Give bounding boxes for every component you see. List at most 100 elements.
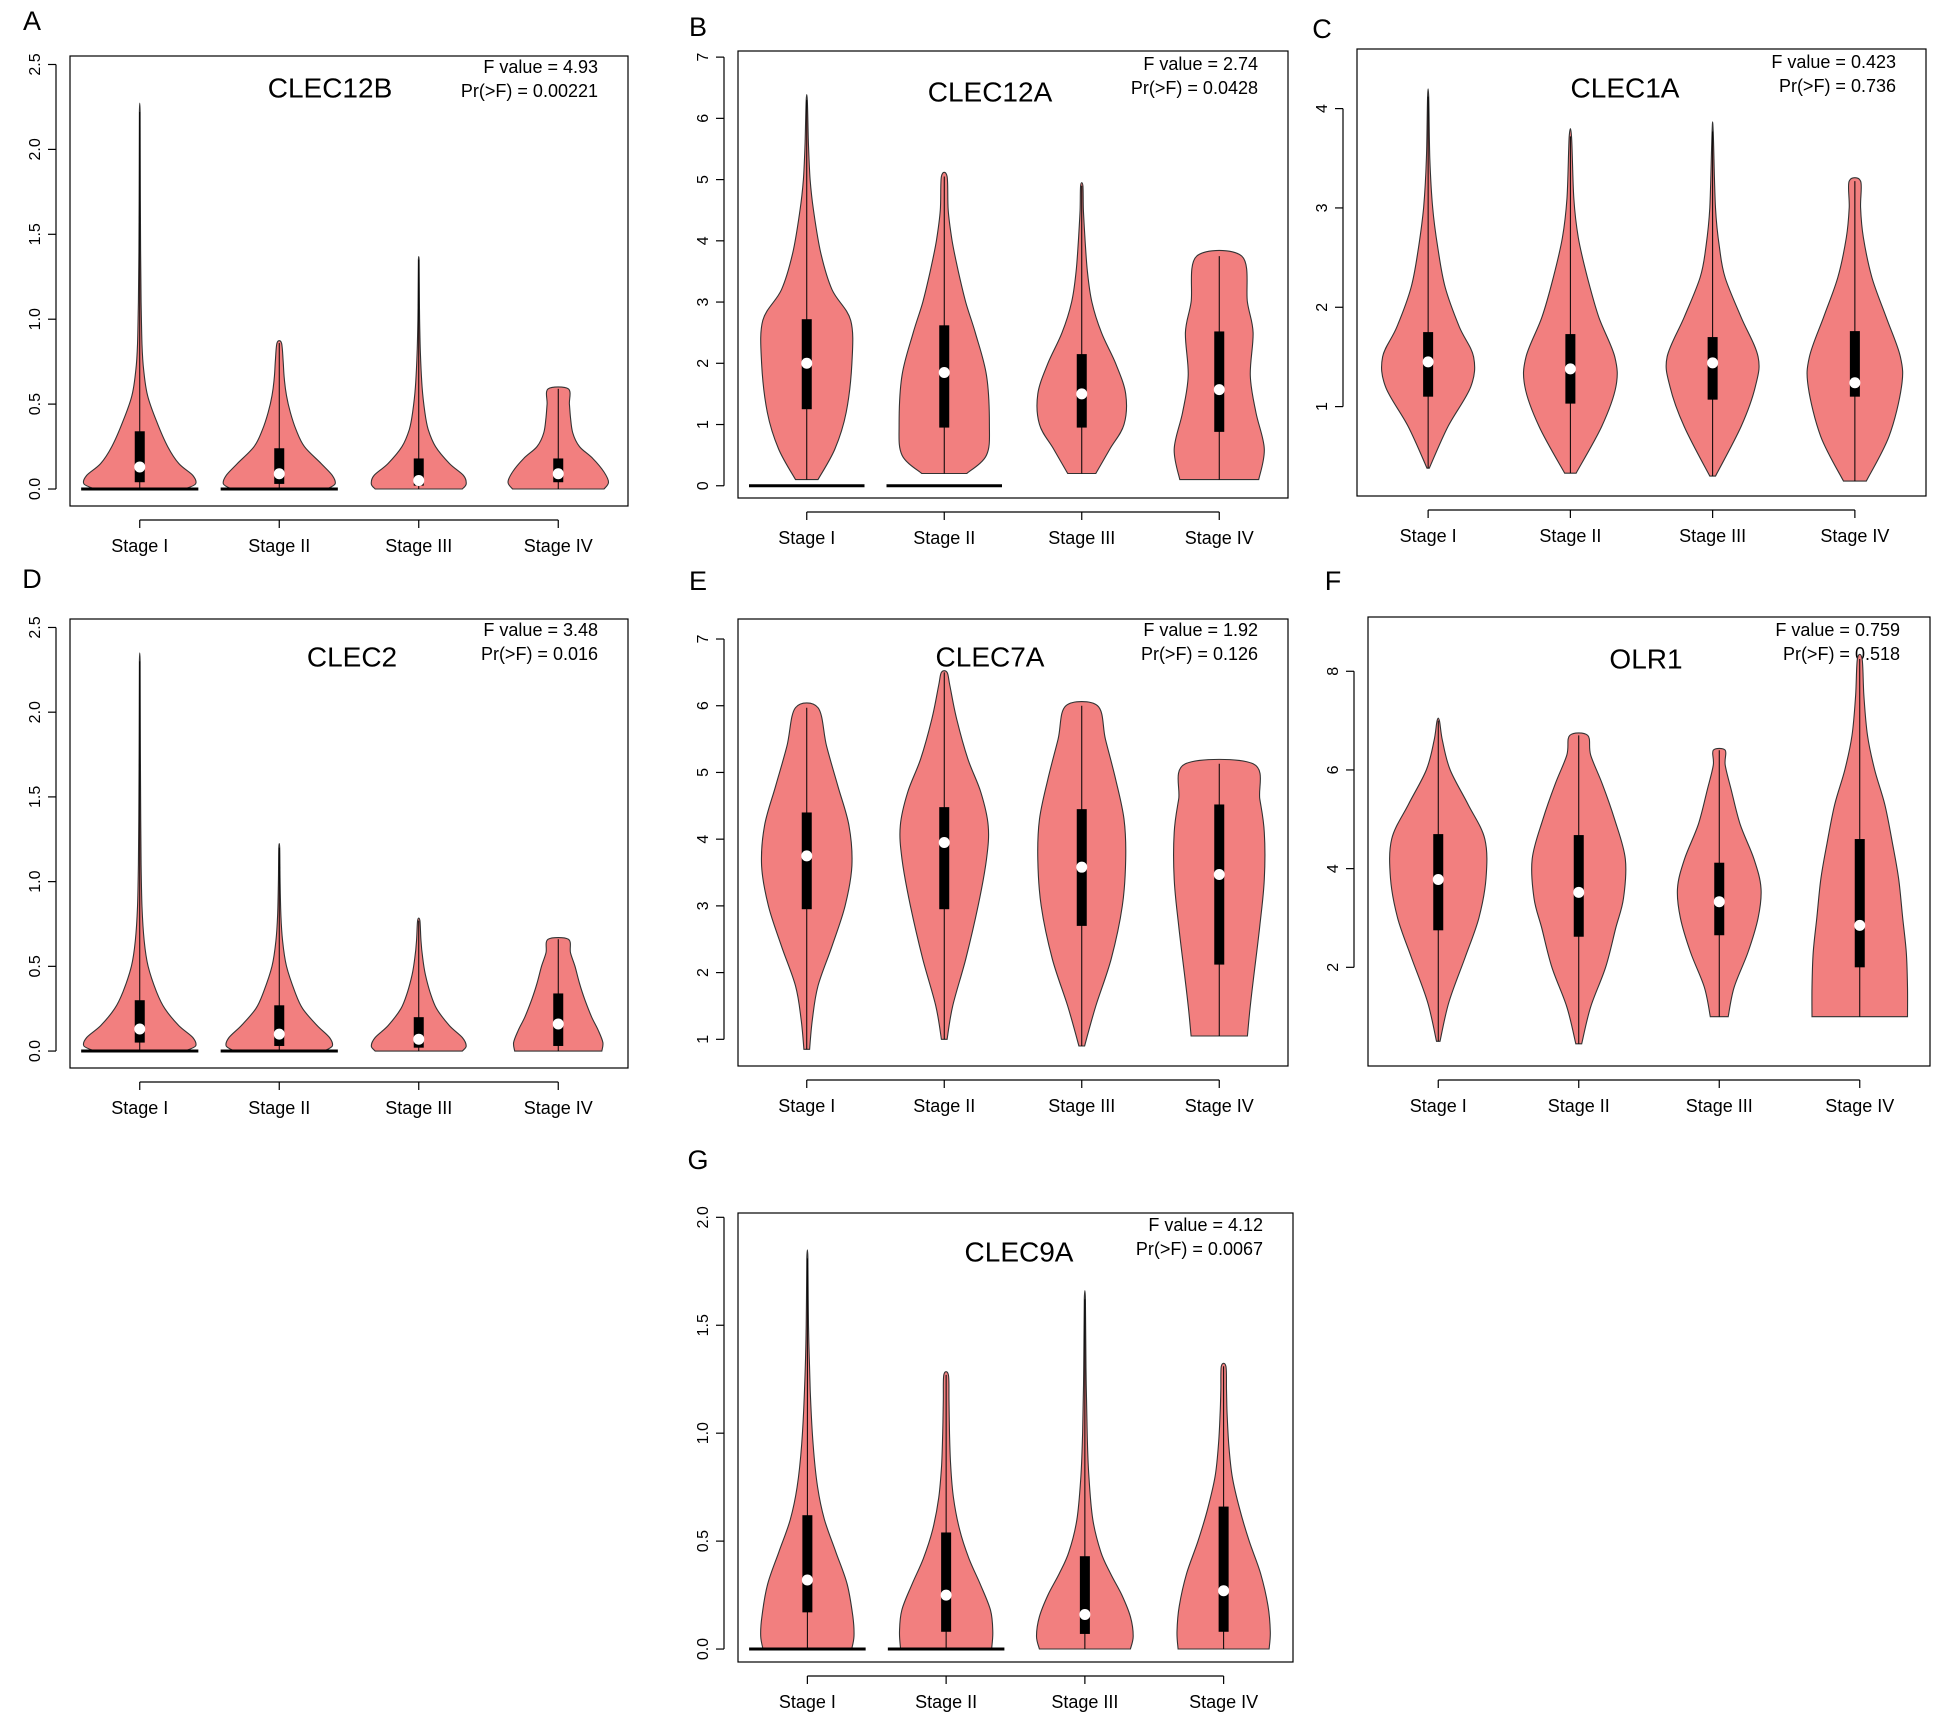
p-value: Pr(>F) = 0.00221 — [461, 81, 598, 101]
iqr-box — [274, 1005, 285, 1046]
y-tick-label: 1.0 — [27, 308, 44, 330]
y-tick-label: 2.0 — [27, 701, 44, 723]
y-tick-label: 0.0 — [27, 1040, 44, 1062]
median-point — [413, 475, 425, 487]
p-value: Pr(>F) = 0.016 — [481, 644, 598, 664]
panel-letter: C — [1312, 14, 1332, 44]
x-tick-label: Stage III — [1679, 526, 1746, 546]
median-point — [552, 1018, 564, 1030]
median-point — [1849, 377, 1861, 389]
y-tick-label: 5 — [695, 768, 712, 777]
p-value: Pr(>F) = 0.0067 — [1136, 1239, 1263, 1259]
x-tick-label: Stage II — [1539, 526, 1601, 546]
iqr-box — [1214, 331, 1225, 432]
iqr-box — [413, 1017, 424, 1048]
y-tick-label: 8 — [1325, 667, 1342, 676]
y-tick-label: 2.5 — [27, 616, 44, 638]
x-tick-label: Stage IV — [1820, 526, 1889, 546]
y-tick-label: 7 — [695, 53, 712, 62]
median-point — [273, 468, 285, 480]
iqr-box — [134, 1000, 145, 1043]
panel-e: E 1 2 3 4 5 6 7 CLEC7A F value = 1.92 Pr(>F) = 0.1… — [689, 566, 1289, 1116]
median-point — [1218, 1585, 1230, 1597]
plot-frame — [737, 50, 1289, 499]
gene-title: CLEC7A — [936, 641, 1045, 672]
x-tick-label: Stage IV — [1825, 1096, 1894, 1116]
f-value: F value = 0.759 — [1775, 620, 1900, 640]
median-point — [1076, 388, 1088, 400]
y-tick-label: 2.0 — [27, 138, 44, 160]
panel-letter: A — [23, 6, 41, 36]
plot-frame — [737, 1212, 1294, 1663]
x-tick-label: Stage II — [248, 1098, 310, 1118]
x-tick-label: Stage IV — [1189, 1692, 1258, 1712]
x-tick-label: Stage I — [779, 1692, 836, 1712]
x-tick-label: Stage I — [778, 528, 835, 548]
x-tick-label: Stage I — [111, 536, 168, 556]
iqr-box — [1849, 331, 1860, 397]
x-tick-label: Stage III — [385, 536, 452, 556]
x-tick-label: Stage III — [385, 1098, 452, 1118]
x-tick-label: Stage IV — [1185, 1096, 1254, 1116]
y-tick-label: 0.5 — [27, 955, 44, 977]
y-tick-label: 6 — [1325, 765, 1342, 774]
x-tick-label: Stage III — [1048, 1096, 1115, 1116]
iqr-box — [1218, 1506, 1229, 1632]
x-tick-label: Stage IV — [524, 536, 593, 556]
median-point — [1573, 886, 1585, 898]
iqr-box — [134, 431, 145, 483]
x-tick-label: Stage II — [248, 536, 310, 556]
y-tick-label: 5 — [695, 175, 712, 184]
median-point — [1713, 896, 1725, 908]
median-point — [413, 1033, 425, 1045]
y-tick-label: 4 — [1325, 864, 1342, 873]
median-point — [940, 1589, 952, 1601]
panel-d: D 0.0 0.5 1.0 1.5 2.0 2.5 CLEC2 F value = 3.48 Pr… — [22, 564, 629, 1118]
y-tick-label: 2 — [695, 359, 712, 368]
gene-title: CLEC1A — [1571, 72, 1680, 103]
panel-letter: F — [1325, 566, 1342, 596]
median-point — [1707, 357, 1719, 369]
gene-title: CLEC12B — [268, 72, 393, 103]
f-value: F value = 2.74 — [1143, 54, 1258, 74]
x-tick-label: Stage I — [778, 1096, 835, 1116]
iqr-box — [1214, 804, 1225, 965]
median-point — [1079, 1609, 1091, 1621]
y-tick-label: 3 — [695, 901, 712, 910]
y-tick-label: 4 — [1314, 104, 1331, 113]
median-point — [273, 1028, 285, 1040]
iqr-box — [802, 1515, 813, 1613]
gene-title: OLR1 — [1609, 643, 1682, 674]
gene-title: CLEC9A — [965, 1236, 1074, 1267]
panel-g: G 0.0 0.5 1.0 1.5 2.0 CLEC9A F value = 4.12 Pr(>… — [687, 1145, 1294, 1712]
y-tick-label: 2 — [1325, 963, 1342, 972]
iqr-box — [274, 448, 285, 484]
x-tick-label: Stage I — [1400, 526, 1457, 546]
f-value: F value = 4.93 — [483, 57, 598, 77]
gene-title: CLEC2 — [307, 641, 397, 672]
plot-frame — [69, 618, 629, 1069]
x-tick-label: Stage III — [1686, 1096, 1753, 1116]
y-tick-label: 1.0 — [695, 1422, 712, 1444]
iqr-box — [1079, 1556, 1090, 1634]
median-point — [938, 366, 950, 378]
x-tick-label: Stage II — [1548, 1096, 1610, 1116]
y-tick-label: 1.5 — [695, 1314, 712, 1336]
iqr-box — [413, 458, 424, 486]
median-point — [134, 461, 146, 473]
iqr-box — [939, 807, 950, 910]
x-tick-label: Stage IV — [524, 1098, 593, 1118]
x-tick-label: Stage II — [913, 528, 975, 548]
x-tick-label: Stage I — [1410, 1096, 1467, 1116]
x-tick-label: Stage III — [1051, 1692, 1118, 1712]
y-tick-label: 1.0 — [27, 870, 44, 892]
p-value: Pr(>F) = 0.736 — [1779, 76, 1896, 96]
y-tick-label: 1.5 — [27, 786, 44, 808]
median-point — [1432, 873, 1444, 885]
iqr-box — [941, 1532, 952, 1632]
panel-f: F 2 4 6 8 OLR1 F value = 0.759 Pr(>F) = 0.518 St… — [1325, 566, 1931, 1116]
y-tick-label: 0.0 — [27, 478, 44, 500]
panel-a: A 0.0 0.5 1.0 1.5 2.0 2.5 CLEC12B F value = 4.93… — [23, 6, 629, 556]
y-tick-label: 2.5 — [27, 53, 44, 75]
